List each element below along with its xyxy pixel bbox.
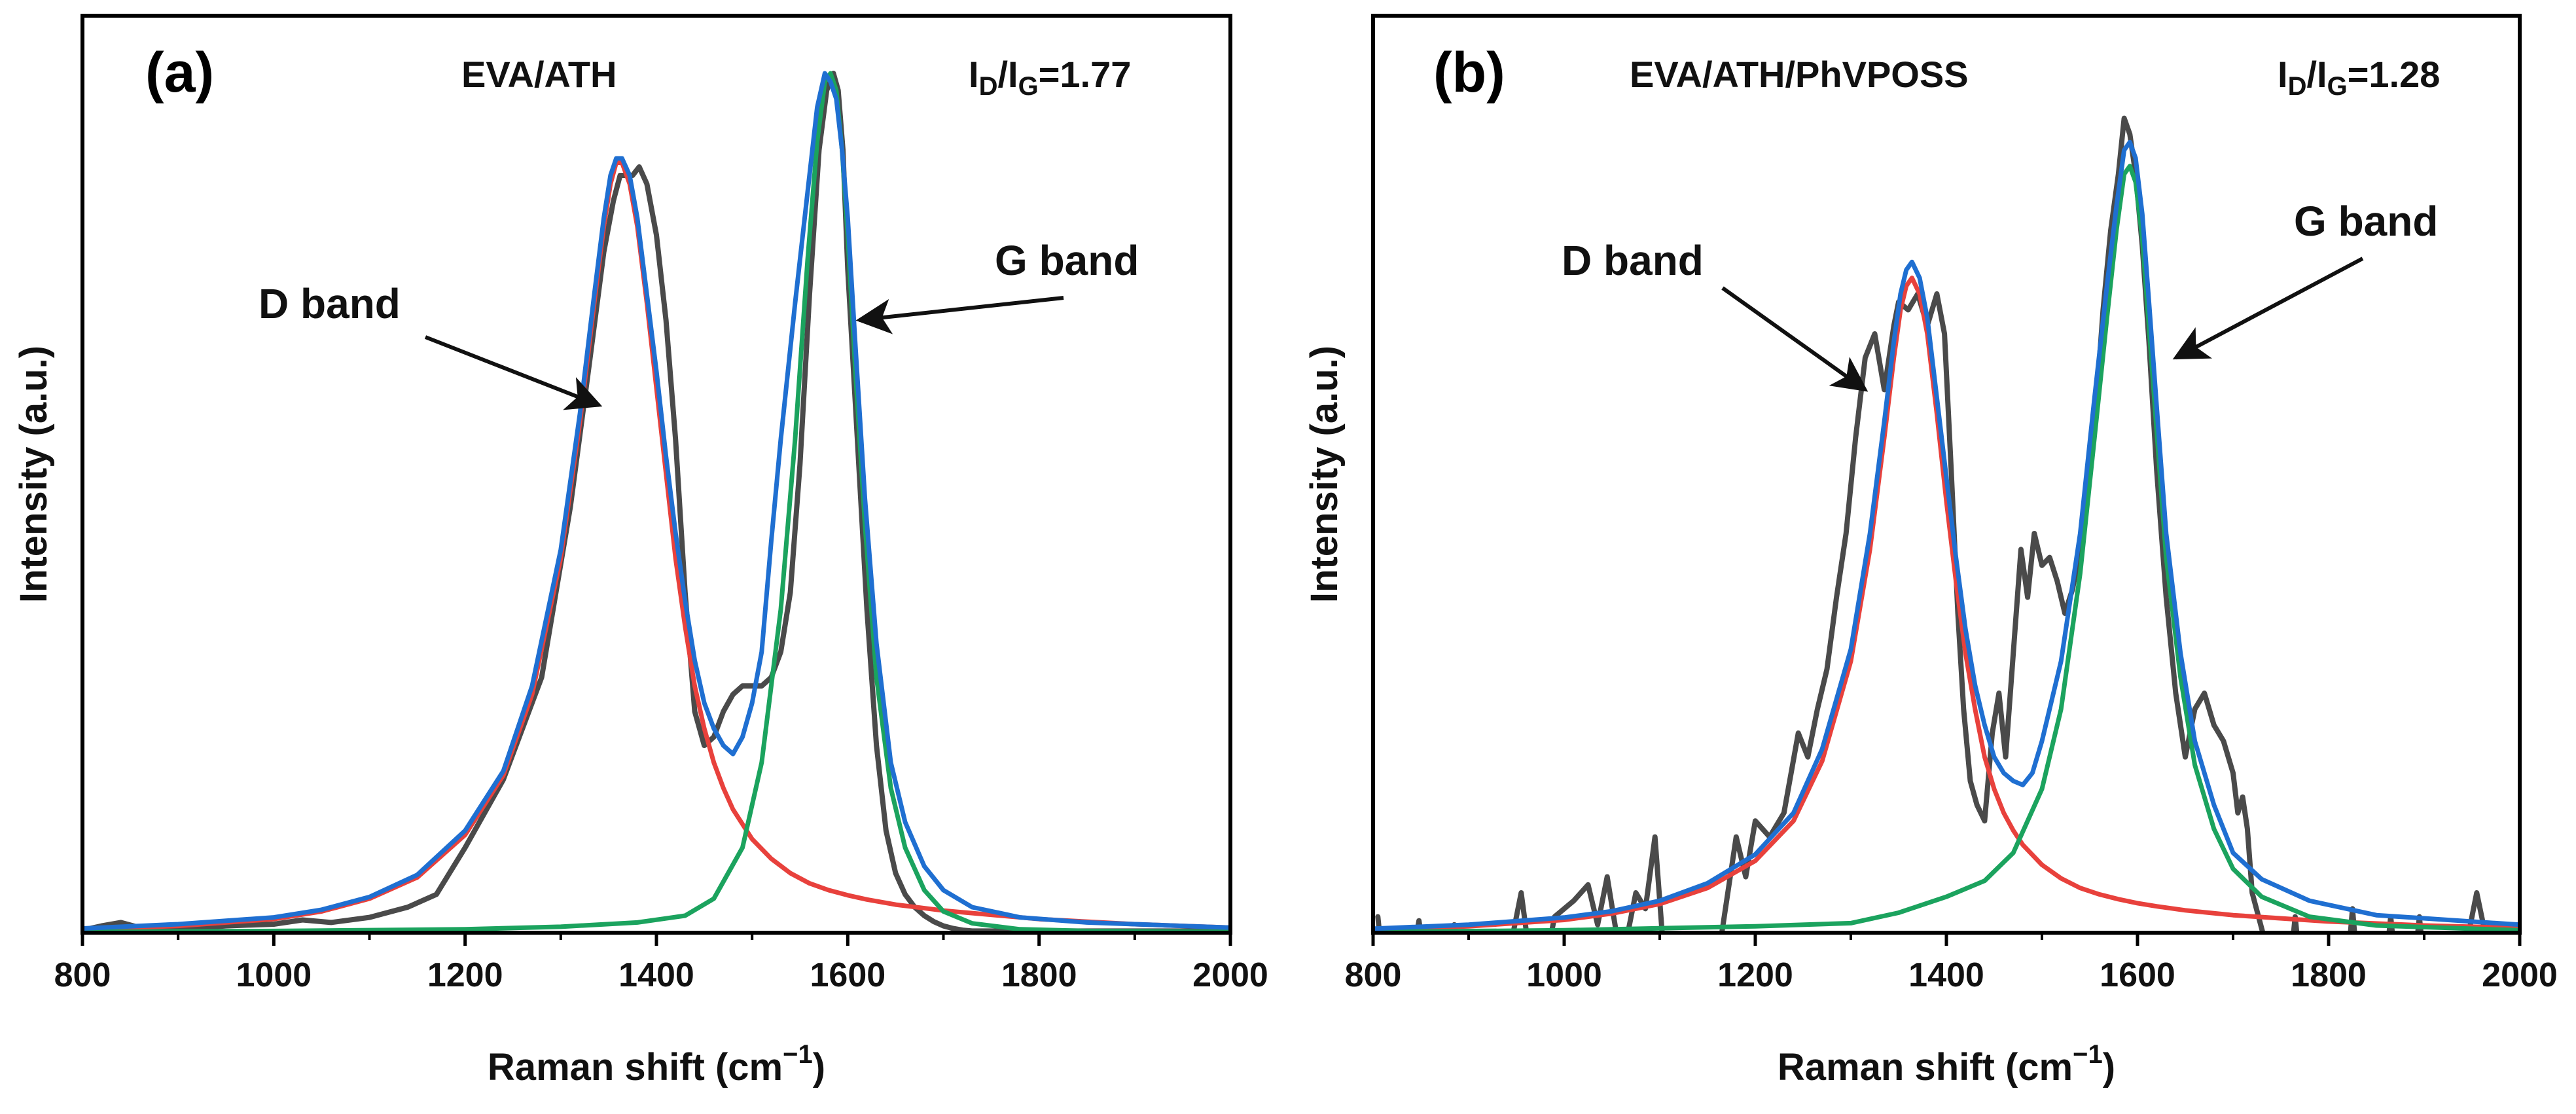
d-band-label: D band	[1562, 237, 1704, 284]
intensity-ratio: ID/IG=1.77	[969, 54, 1131, 101]
ratio-sub-g: G	[1018, 72, 1039, 101]
panel-label: (a)	[145, 41, 214, 104]
ratio-prefix: I	[2278, 54, 2288, 95]
d-band-arrow	[1721, 286, 1869, 392]
panel-title: EVA/ATH/PhVPOSS	[1630, 54, 1969, 95]
intensity-ratio: ID/IG=1.28	[2278, 54, 2440, 101]
x-tick-label: 1600	[2100, 956, 2175, 994]
x-axis-title-end: )	[813, 1046, 825, 1088]
g-band-label: G band	[995, 237, 1139, 284]
d-band-label: D band	[259, 280, 401, 327]
g-band-label: G band	[2294, 198, 2438, 245]
plot-frame	[80, 14, 1232, 935]
x-axis-title-main: Raman shift (cm	[488, 1046, 783, 1088]
x-tick-label: 1800	[2291, 956, 2367, 994]
panel-b: 800 1000 1200 1400 1600 1800 2000 Raman shift (…	[1303, 14, 2558, 1088]
y-axis-title: Intensity (a.u.)	[1303, 346, 1346, 603]
series-line-g-band-fit	[82, 71, 1230, 933]
x-tick-label: 2000	[2482, 956, 2558, 994]
ratio-sub-d: D	[2288, 72, 2307, 101]
ratio-sub-g: G	[2327, 72, 2348, 101]
x-tick-label: 2000	[1192, 956, 1268, 994]
ratio-mid: /I	[997, 54, 1018, 95]
ratio-value: =1.28	[2348, 54, 2441, 95]
x-tick-label: 800	[54, 956, 111, 994]
x-tick-label: 800	[1345, 956, 1402, 994]
g-band-arrow	[2172, 257, 2364, 360]
g-band-arrow	[855, 296, 1064, 334]
ratio-sub-d: D	[979, 72, 998, 101]
x-tick-label: 1000	[1526, 956, 1602, 994]
x-axis-title-sup: −1	[783, 1040, 813, 1069]
x-tick-label: 1400	[618, 956, 694, 994]
plot-area	[82, 71, 1230, 933]
series-line-cumulative-fit	[82, 71, 1230, 931]
panel-title: EVA/ATH	[461, 54, 617, 95]
panel-label: (b)	[1433, 41, 1505, 104]
ratio-value: =1.77	[1039, 54, 1132, 95]
x-axis-title-end: )	[2103, 1046, 2115, 1088]
plot-area	[1373, 115, 2520, 933]
x-tick-label: 1200	[1717, 956, 1793, 994]
series-line-d-band-fit	[1373, 276, 2520, 932]
ratio-mid: /I	[2306, 54, 2327, 95]
x-tick-label: 1600	[810, 956, 885, 994]
d-band-arrow	[424, 335, 603, 410]
x-axis-title-sup: −1	[2073, 1040, 2103, 1069]
x-axis-title-main: Raman shift (cm	[1778, 1046, 2073, 1088]
ratio-prefix: I	[969, 54, 979, 95]
x-axis-title: Raman shift (cm−1)	[1778, 1040, 2115, 1088]
x-tick-label: 1200	[427, 956, 503, 994]
x-tick-label: 1000	[236, 956, 312, 994]
x-tick-label: 1800	[1001, 956, 1077, 994]
series-line-raw	[1375, 115, 2488, 933]
y-axis-title: Intensity (a.u.)	[12, 346, 55, 603]
panel-a: 800 1000 1200 1400 1600 1800 2000 Raman shift (…	[12, 14, 1268, 1088]
x-axis-title: Raman shift (cm−1)	[488, 1040, 825, 1088]
series-line-raw	[82, 71, 1230, 933]
x-tick-label: 1400	[1908, 956, 1984, 994]
series-line-cumulative-fit	[1373, 139, 2520, 931]
series-line-g-band-fit	[1373, 164, 2520, 933]
